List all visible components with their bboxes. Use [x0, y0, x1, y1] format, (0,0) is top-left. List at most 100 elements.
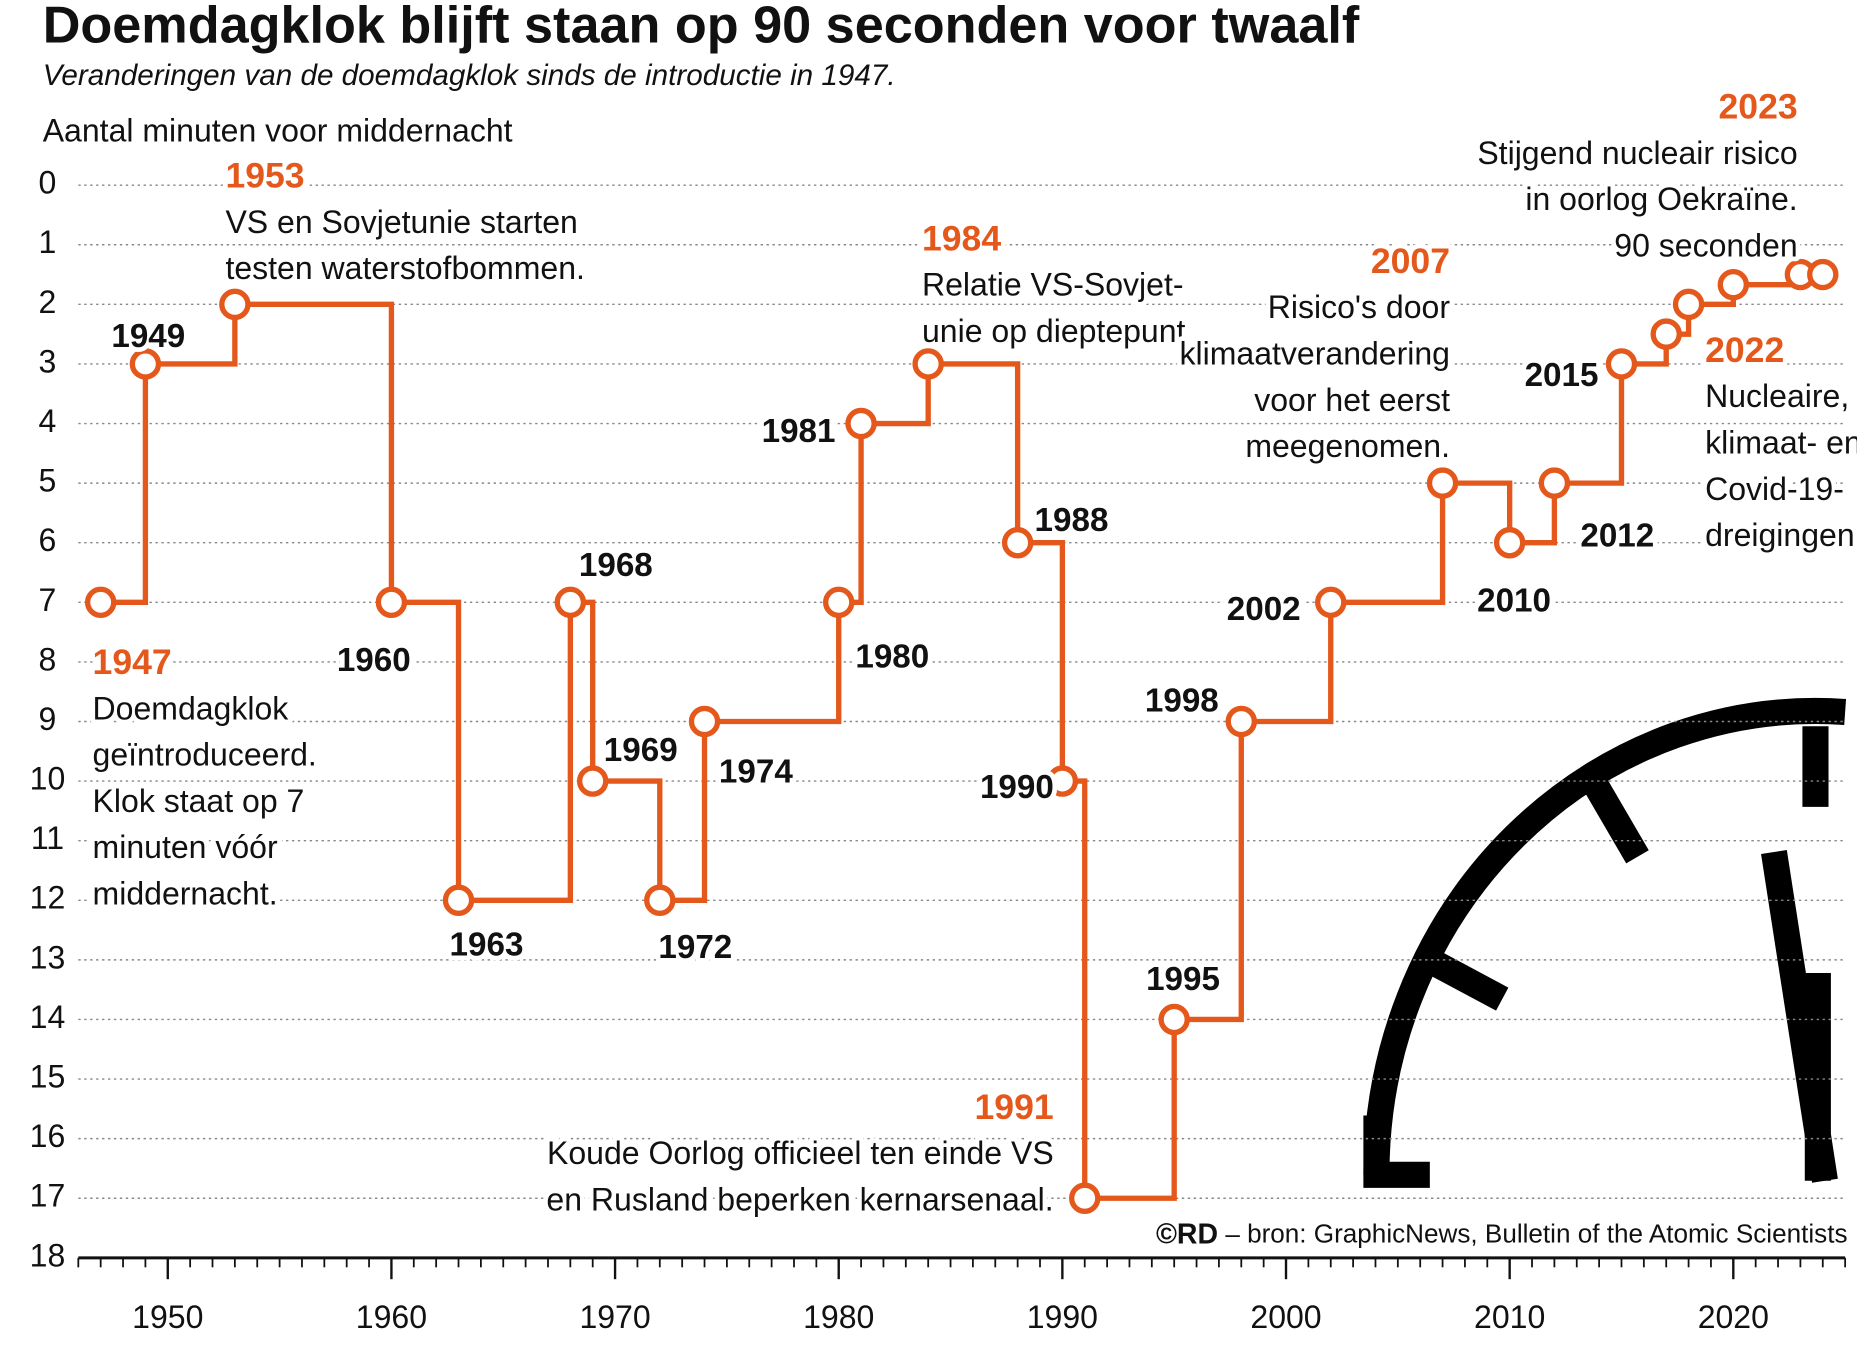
x-tick-label: 2000 [1250, 1299, 1321, 1335]
y-tick-label: 3 [39, 343, 57, 379]
y-tick-label: 1 [39, 224, 57, 260]
annotation-text: klimaat- en [1705, 424, 1857, 460]
point [1672, 288, 1705, 321]
annotation-year: 2007 [1371, 241, 1450, 281]
point [644, 884, 676, 916]
point [822, 586, 855, 619]
annotation-text: 90 seconden [1614, 228, 1797, 264]
source-mark: ©RD [1156, 1218, 1218, 1250]
point-label: 1972 [658, 929, 732, 966]
annotation-text: Stijgend nucleair risico [1477, 135, 1797, 171]
point [219, 288, 251, 321]
annotation-text: Relatie VS-Sovjet- [922, 267, 1184, 303]
annotation-year: 1984 [922, 218, 1001, 258]
point [1650, 318, 1682, 350]
point-label: 1998 [1145, 682, 1219, 719]
annotation-text: Risico's door [1268, 289, 1451, 325]
source: ©RD – bron: GraphicNews, Bulletin of the… [1156, 1218, 1848, 1250]
x-tick-label: 1950 [132, 1299, 203, 1335]
annotation-text: voor het eerst [1254, 382, 1450, 418]
step-line [100, 271, 1823, 1201]
annotation-text: in oorlog Oekraïne. [1525, 181, 1797, 217]
annotation-text: en Rusland beperken kernarsenaal. [546, 1182, 1053, 1218]
point-label: 2012 [1580, 517, 1654, 554]
point [1158, 1003, 1190, 1036]
y-tick-label: 0 [39, 165, 57, 201]
clock-tick [1363, 1115, 1430, 1188]
y-tick-label: 14 [30, 999, 66, 1035]
annotation-year: 2023 [1719, 87, 1798, 127]
x-tick-label: 1980 [803, 1299, 874, 1335]
y-tick-label: 9 [39, 701, 57, 737]
y-tick-label: 2 [39, 284, 57, 320]
point-label: 1963 [450, 927, 524, 964]
point-label: 1988 [1035, 502, 1109, 539]
y-tick-label: 13 [30, 939, 66, 975]
point-label: 1969 [604, 732, 678, 769]
y-tick-label: 16 [30, 1118, 66, 1154]
point-label: 2002 [1227, 591, 1301, 628]
clock-rim [1363, 697, 1847, 1175]
point [1069, 1182, 1101, 1214]
annotation-text: meegenomen. [1245, 428, 1450, 464]
y-tick-label: 17 [30, 1178, 66, 1214]
x-tick-label: 1970 [579, 1299, 650, 1335]
annotation-year: 1947 [93, 642, 172, 682]
clock [1363, 697, 1847, 1188]
x-tick-label: 1960 [356, 1299, 427, 1335]
source-text: – bron: GraphicNews, Bulletin of the Ato… [1225, 1218, 1847, 1248]
point [912, 348, 944, 380]
point [1538, 467, 1571, 499]
annotation-text: middernacht. [93, 875, 278, 911]
point [1605, 348, 1638, 380]
y-tick-label: 5 [39, 463, 57, 499]
annotation-text: klimaatverandering [1180, 335, 1451, 371]
point [129, 348, 162, 380]
chart-subtitle: Veranderingen van de doemdagklok sinds d… [43, 59, 896, 92]
annotation-text: geïntroduceerd. [93, 737, 317, 773]
point-label: 1995 [1146, 961, 1220, 998]
point [554, 586, 587, 619]
annotation-year: 2022 [1705, 330, 1784, 370]
annotation-text: Klok staat op 7 [93, 783, 305, 819]
point [375, 586, 408, 619]
x-tick-label: 2010 [1474, 1299, 1545, 1335]
y-tick-label: 10 [30, 761, 66, 797]
point [845, 407, 877, 440]
plot: 1949 1960 1963 1968 1969 1972 1974 1980 1981 1988… [84, 82, 1857, 1222]
point [1225, 705, 1258, 738]
point [1046, 765, 1079, 797]
y-tick-label: 11 [31, 820, 64, 856]
annotation-text: VS en Sovjetunie starten [225, 204, 577, 240]
point-label: 1949 [111, 318, 185, 355]
x-tick-label: 1990 [1027, 1299, 1098, 1335]
y-tick-label: 15 [30, 1059, 66, 1095]
annotation-text: testen waterstofbommen. [225, 250, 584, 286]
y-tick-label: 7 [39, 582, 57, 618]
point [688, 705, 721, 738]
point-label: 2010 [1477, 583, 1551, 620]
point [1717, 268, 1750, 301]
x-tick-label: 2020 [1698, 1299, 1769, 1335]
point-label: 1990 [980, 769, 1054, 806]
point [1426, 467, 1459, 499]
point [576, 765, 609, 797]
point [84, 586, 117, 619]
annotation-text: Nucleaire, [1705, 378, 1849, 414]
annotation-year: 1991 [975, 1087, 1054, 1127]
annotation-text: Koude Oorlog officieel ten einde VS [547, 1135, 1054, 1171]
y-tick-label: 8 [39, 641, 57, 677]
chart-title: Doemdagklok blijft staan op 90 seconden … [43, 0, 1360, 54]
clock-tick [1429, 952, 1509, 1011]
point-label: 1980 [855, 638, 929, 675]
y-tick-label: 6 [39, 522, 57, 558]
point [442, 884, 475, 916]
annotation-text: dreigingen. [1705, 517, 1857, 553]
annotation-year: 1953 [225, 155, 304, 195]
clock-tick [1584, 778, 1649, 864]
point-label: 1974 [719, 753, 793, 790]
y-tick-label: 12 [30, 880, 66, 916]
